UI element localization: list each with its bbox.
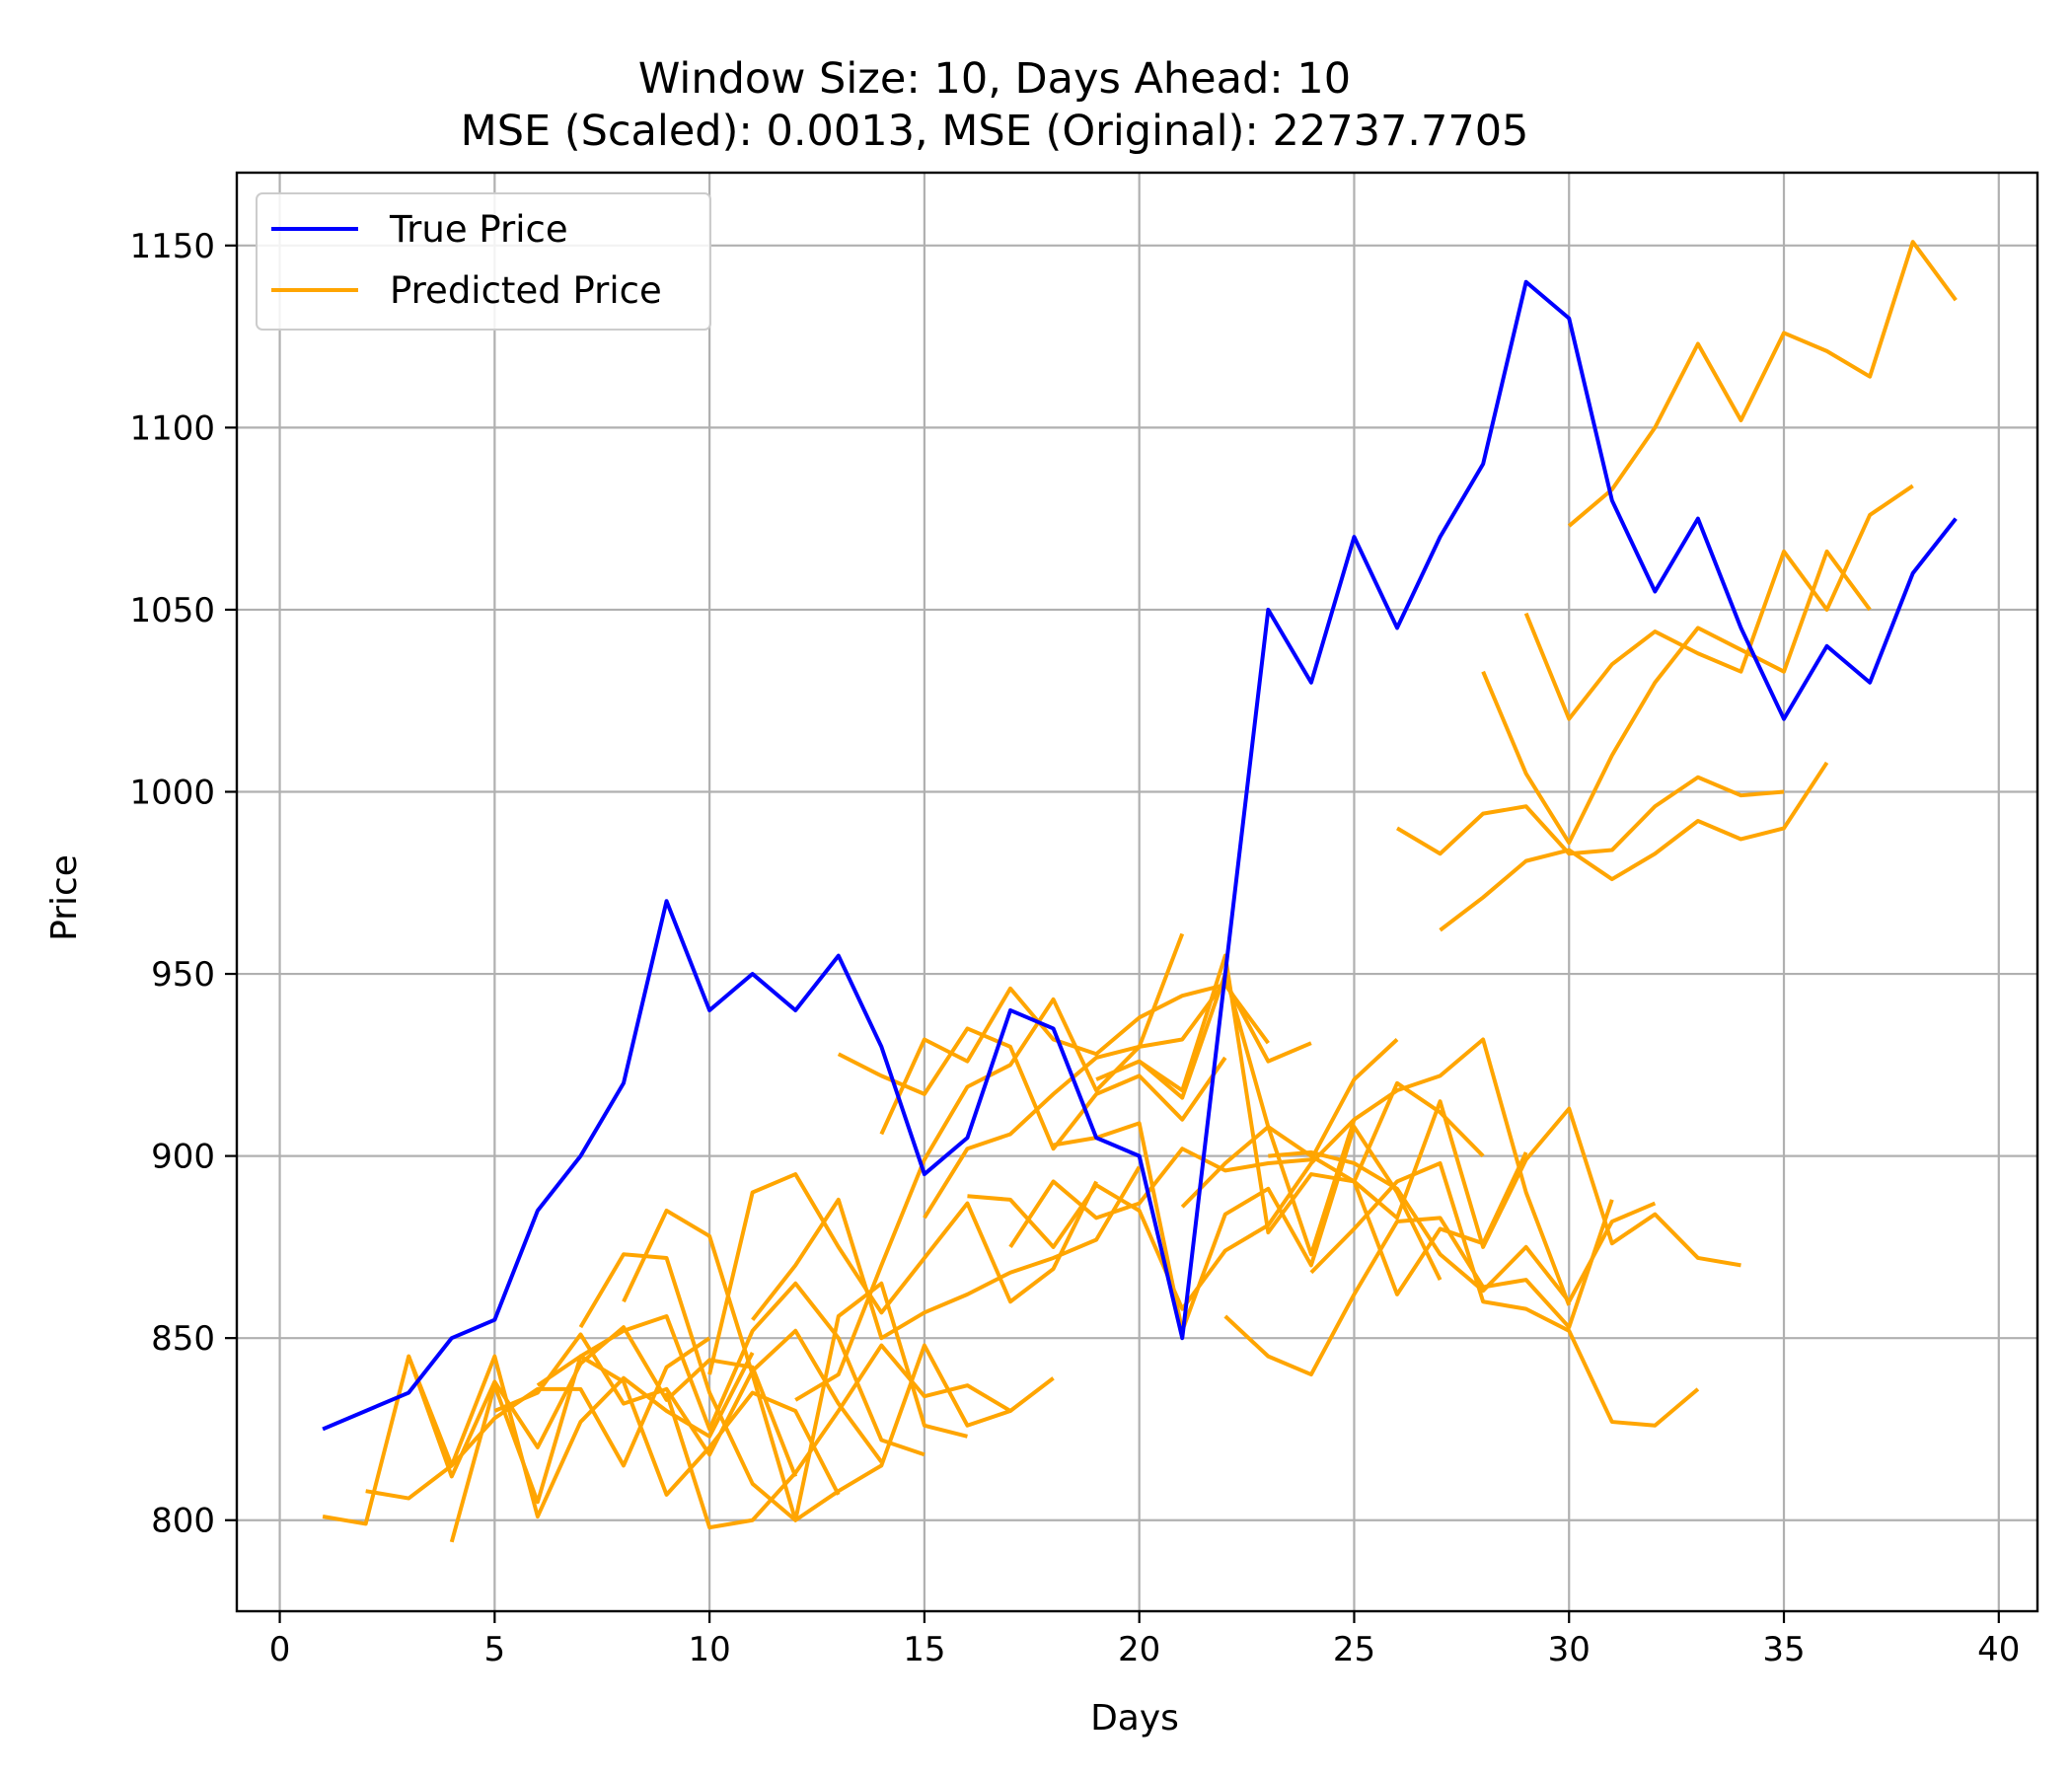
legend-label-predicted-price: Predicted Price — [390, 269, 662, 312]
y-tick-label: 1000 — [129, 773, 215, 812]
predicted-price-line — [1481, 549, 1872, 846]
predicted-price-line — [664, 1343, 1055, 1530]
predicted-price-line — [493, 1328, 883, 1463]
predicted-price-line — [449, 1354, 841, 1543]
predicted-price-line — [536, 1281, 925, 1457]
x-tick-label: 10 — [688, 1630, 730, 1669]
plot-area — [322, 240, 1958, 1543]
y-axis-label: Price — [44, 854, 85, 941]
predicted-price-line — [1567, 240, 1958, 528]
y-tick-label: 900 — [151, 1138, 215, 1177]
x-tick-label: 15 — [903, 1630, 945, 1669]
x-tick-label: 30 — [1548, 1630, 1591, 1669]
x-tick-label: 40 — [1977, 1630, 2020, 1669]
axes-frame — [235, 171, 2039, 1613]
y-tick-label: 1100 — [129, 408, 215, 448]
y-tick-label: 1150 — [129, 227, 215, 266]
y-tick-label: 950 — [151, 955, 215, 995]
true-price-line — [322, 279, 1958, 1432]
predicted-price-line — [1395, 775, 1785, 856]
predicted-price-line — [1309, 1160, 1700, 1428]
x-axis-label: Days — [1090, 1698, 1179, 1739]
chart-title-line-2: MSE (Scaled): 0.0013, MSE (Original): 22… — [461, 107, 1529, 156]
legend-label-true-price: True Price — [389, 208, 568, 251]
grid — [237, 173, 2037, 1611]
x-tick-label: 35 — [1762, 1630, 1805, 1669]
legend: True Price Predicted Price — [256, 192, 711, 331]
x-tick-label: 0 — [269, 1630, 291, 1669]
predicted-price-line — [622, 1208, 1011, 1522]
x-tick-label: 25 — [1333, 1630, 1375, 1669]
ticks: 0 5 10 15 20 25 30 35 40 800 850 900 950 1000 1050 1100… — [129, 227, 2020, 1669]
chart-title-line-1: Window Size: 10, Days Ahead: 10 — [638, 54, 1351, 104]
predicted-price-line — [1095, 972, 1485, 1184]
predicted-price-line — [1353, 1099, 1741, 1268]
predicted-price-line — [879, 983, 1270, 1136]
predicted-price-line — [1523, 483, 1914, 721]
predicted-price-line — [707, 1172, 1098, 1375]
y-tick-label: 1050 — [129, 591, 215, 630]
predicted-price-line — [751, 1165, 1142, 1341]
predicted-price-line — [1053, 1121, 1443, 1333]
legend-box — [256, 192, 711, 331]
x-tick-label: 20 — [1118, 1630, 1160, 1669]
predicted-price-line — [1268, 1149, 1657, 1304]
predicted-price-line — [1180, 1037, 1572, 1306]
predicted-price-line — [1439, 761, 1829, 932]
x-tick-label: 5 — [484, 1630, 506, 1669]
predicted-price-line — [923, 979, 1312, 1220]
y-tick-label: 850 — [151, 1319, 215, 1359]
y-tick-label: 800 — [151, 1502, 215, 1541]
